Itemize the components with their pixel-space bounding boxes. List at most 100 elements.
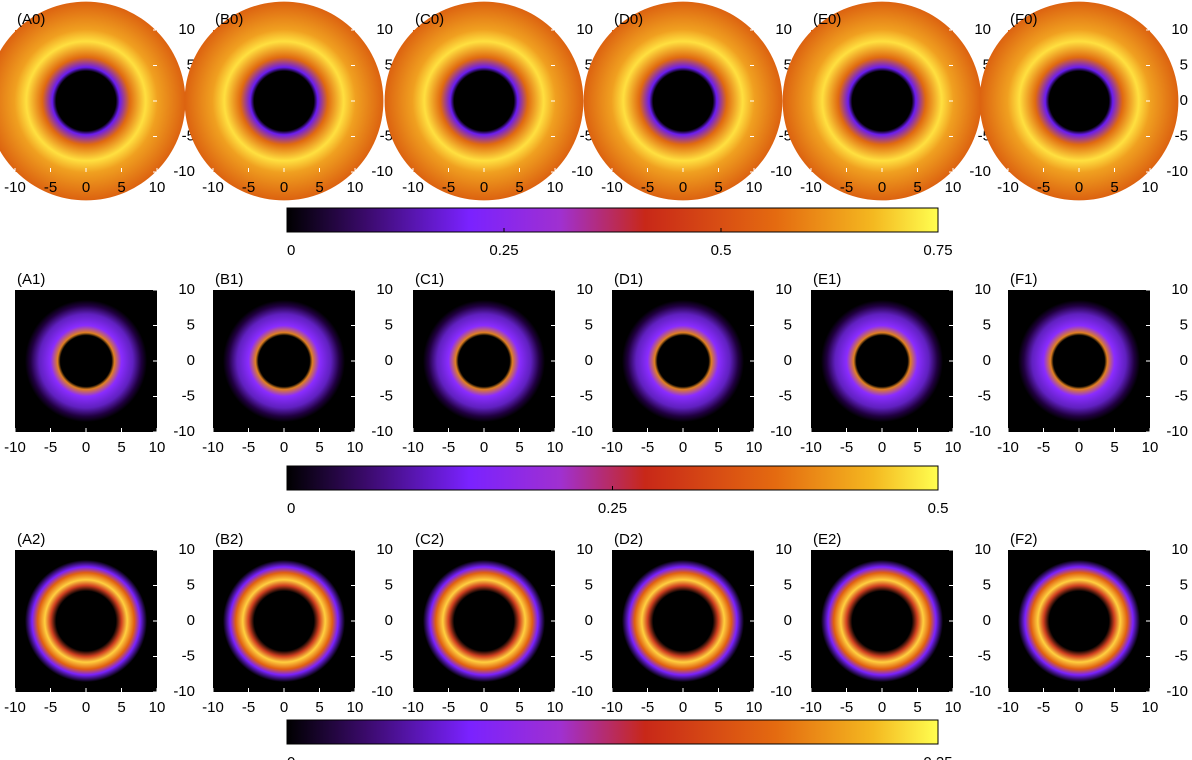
heatmap-ring — [1008, 290, 1150, 432]
y-tick-label: -5 — [380, 387, 393, 404]
y-tick-label: -10 — [770, 163, 792, 180]
y-tick-label: 0 — [784, 612, 792, 629]
x-tick-label: 10 — [149, 439, 166, 456]
x-tick-label: 10 — [547, 699, 564, 716]
y-tick-label: -10 — [173, 423, 195, 440]
panel-label: (F2) — [1010, 531, 1038, 548]
y-tick-label: 5 — [187, 56, 195, 73]
x-tick-label: 5 — [515, 439, 523, 456]
y-tick-label: 0 — [187, 352, 195, 369]
y-tick-label: 10 — [1171, 281, 1188, 298]
x-tick-label: -5 — [1037, 179, 1050, 196]
x-tick-label: 0 — [1075, 699, 1083, 716]
x-tick-label: -10 — [601, 439, 623, 456]
heatmap-ring — [583, 1, 783, 201]
y-tick-label: -10 — [770, 423, 792, 440]
y-tick-label: -5 — [978, 647, 991, 664]
panel-label: (C2) — [415, 531, 444, 548]
y-tick-label: 5 — [385, 576, 393, 593]
colorbar-tick-label: 0.25 — [598, 500, 627, 517]
x-tick-label: -10 — [402, 179, 424, 196]
y-tick-label: 10 — [974, 541, 991, 558]
panel-label: (E2) — [813, 531, 841, 548]
heatmap-ring — [384, 1, 584, 201]
colorbar-tick-label: 0.5 — [711, 242, 732, 259]
x-tick-label: 5 — [714, 699, 722, 716]
y-tick-label: -5 — [580, 647, 593, 664]
x-tick-label: -5 — [44, 699, 57, 716]
y-tick-label: 10 — [376, 541, 393, 558]
x-tick-label: 0 — [82, 179, 90, 196]
panel-label: (A0) — [17, 11, 45, 28]
y-tick-label: 5 — [585, 316, 593, 333]
y-tick-label: 5 — [385, 56, 393, 73]
panel-label: (F1) — [1010, 271, 1038, 288]
x-tick-label: -5 — [641, 179, 654, 196]
y-tick-label: 10 — [576, 281, 593, 298]
x-tick-label: 10 — [945, 699, 962, 716]
y-tick-label: -10 — [571, 423, 593, 440]
y-tick-label: -5 — [380, 647, 393, 664]
y-tick-label: 10 — [974, 281, 991, 298]
y-tick-label: 10 — [376, 281, 393, 298]
x-tick-label: 10 — [1142, 699, 1159, 716]
x-tick-label: 5 — [913, 179, 921, 196]
y-tick-label: 5 — [585, 576, 593, 593]
x-tick-label: 5 — [117, 439, 125, 456]
y-tick-label: -10 — [571, 163, 593, 180]
x-tick-label: 10 — [945, 179, 962, 196]
x-tick-label: 5 — [315, 179, 323, 196]
x-tick-label: 10 — [347, 439, 364, 456]
x-tick-label: 0 — [280, 699, 288, 716]
x-tick-label: 5 — [1110, 179, 1118, 196]
panel-label: (B1) — [215, 271, 243, 288]
x-tick-label: -5 — [242, 699, 255, 716]
heatmap-ring — [15, 550, 157, 692]
heatmap-ring — [15, 290, 157, 432]
colorbar-tick-label: 0.75 — [923, 242, 952, 259]
y-tick-label: -5 — [182, 387, 195, 404]
x-tick-label: 0 — [679, 699, 687, 716]
y-tick-label: -5 — [182, 647, 195, 664]
x-tick-label: -10 — [402, 699, 424, 716]
heatmap-ring — [413, 550, 555, 692]
heatmap-ring — [184, 1, 384, 201]
colorbar-tick-label: 0 — [287, 242, 295, 259]
heatmap-ring — [612, 550, 754, 692]
heatmap-ring — [811, 290, 953, 432]
x-tick-label: -5 — [44, 179, 57, 196]
panel-label: (E1) — [813, 271, 841, 288]
y-tick-label: -5 — [580, 387, 593, 404]
x-tick-label: -10 — [202, 439, 224, 456]
y-tick-label: 5 — [1180, 56, 1188, 73]
x-tick-label: -5 — [442, 699, 455, 716]
y-tick-label: -10 — [969, 683, 991, 700]
x-tick-label: 0 — [679, 439, 687, 456]
x-tick-label: 5 — [714, 439, 722, 456]
colorbar — [286, 207, 939, 233]
x-tick-label: -5 — [840, 699, 853, 716]
y-tick-label: 0 — [585, 352, 593, 369]
colorbar-tick-label: 0.25 — [923, 754, 952, 760]
y-tick-label: -10 — [969, 423, 991, 440]
x-tick-label: 5 — [515, 699, 523, 716]
x-tick-label: -5 — [242, 439, 255, 456]
y-tick-label: 5 — [585, 56, 593, 73]
y-tick-label: 0 — [385, 612, 393, 629]
x-tick-label: -5 — [1037, 699, 1050, 716]
y-tick-label: 5 — [187, 576, 195, 593]
heatmap-ring — [0, 1, 186, 201]
x-tick-label: 5 — [913, 699, 921, 716]
x-tick-label: -10 — [202, 179, 224, 196]
x-tick-label: 0 — [480, 179, 488, 196]
y-tick-label: -10 — [1166, 423, 1188, 440]
x-tick-label: 0 — [480, 699, 488, 716]
x-tick-label: 0 — [878, 179, 886, 196]
x-tick-label: -5 — [442, 439, 455, 456]
colorbar-tick-label: 0.5 — [928, 500, 949, 517]
x-tick-label: -5 — [242, 179, 255, 196]
x-tick-label: 0 — [82, 699, 90, 716]
x-tick-label: 5 — [315, 699, 323, 716]
x-tick-label: -5 — [840, 179, 853, 196]
